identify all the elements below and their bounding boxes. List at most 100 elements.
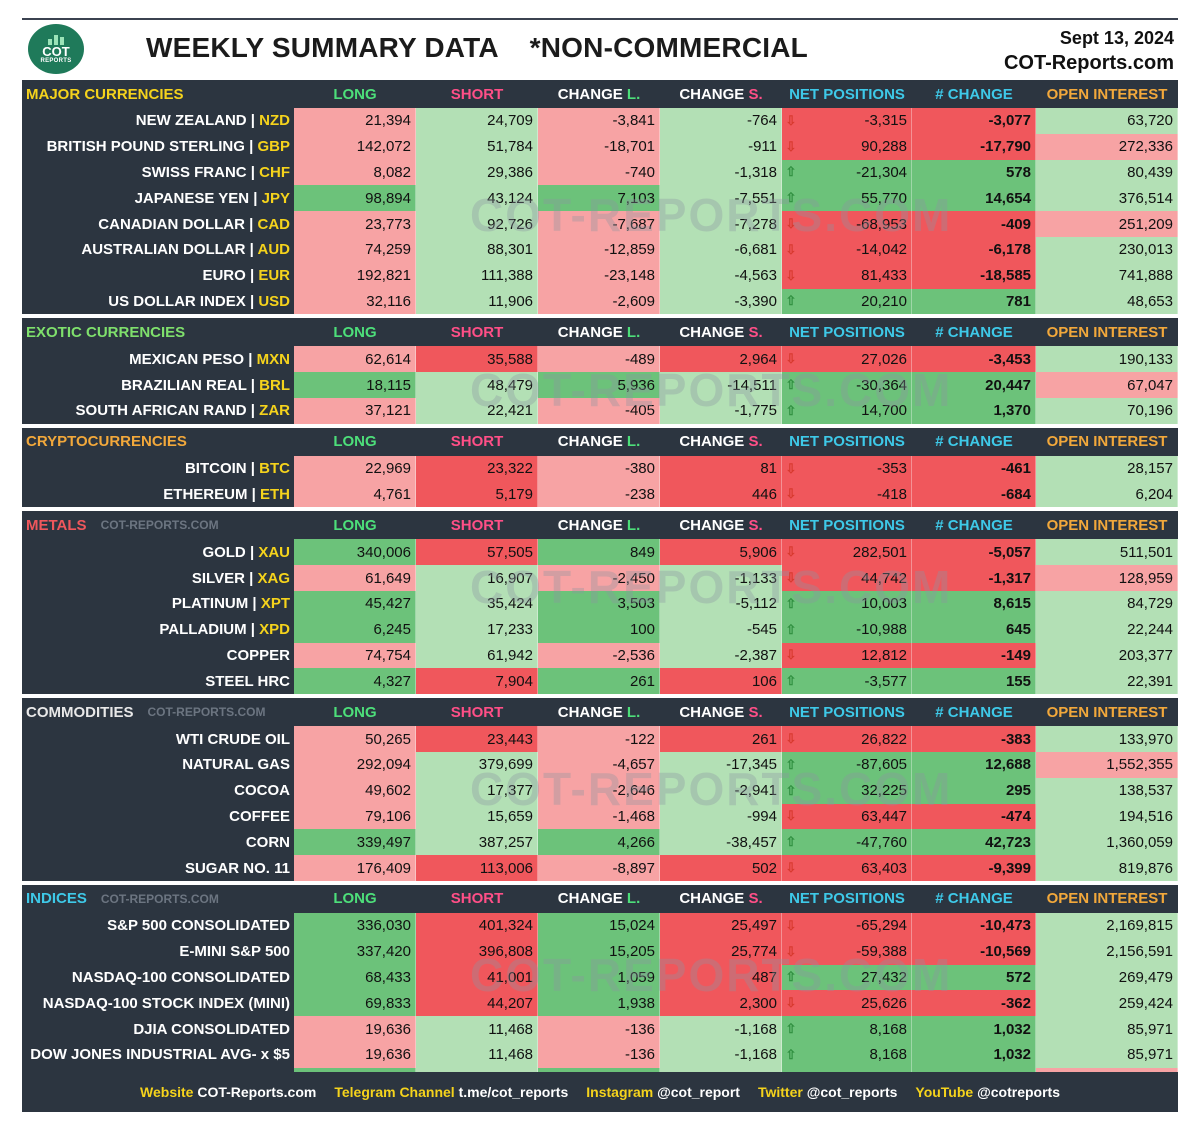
change-long-cell: 3,503 <box>538 590 660 617</box>
header-change-short: CHANGE S. <box>660 517 782 534</box>
net-positions-cell: ⇩ 25,626 <box>782 990 912 1017</box>
instrument-label: BRAZILIAN REAL <box>121 376 247 394</box>
instrument-name: NEW ZEALAND | NZD <box>22 112 294 129</box>
open-interest-cell: 741,888 <box>1036 262 1178 289</box>
cot-reports-logo: COT REPORTS <box>28 24 84 74</box>
logo-subtext: REPORTS <box>40 58 72 64</box>
change-cell: 12,688 <box>912 751 1036 778</box>
net-value: 81,433 <box>861 267 907 285</box>
long-cell: 37,121 <box>294 397 416 424</box>
long-cell: 50,265 <box>294 726 416 752</box>
net-value: -418 <box>876 485 907 503</box>
header-long: LONG <box>333 85 377 103</box>
instrument-code: ZAR <box>259 402 290 420</box>
arrow-down-icon: ⇩ <box>785 486 797 502</box>
section-title: MAJOR CURRENCIES <box>26 85 184 103</box>
footer-value: COT-Reports.com <box>197 1084 317 1100</box>
change-short-cell: 81 <box>660 455 782 482</box>
arrow-down-icon: ⇩ <box>785 138 797 154</box>
footer-item-twitter[interactable]: Twitter @cot_reports <box>758 1084 897 1100</box>
table-row: COCOA 49,602 17,377 -2,646 -2,941 ⇧ 32,225 295 1… <box>22 777 1178 804</box>
long-cell: 8,082 <box>294 159 416 186</box>
net-value: -3,315 <box>864 112 907 130</box>
change-long-cell: -23,148 <box>538 262 660 289</box>
short-cell: 111,388 <box>416 262 538 289</box>
change-long-cell: 1,059 <box>538 964 660 991</box>
section-header: MAJOR CURRENCIES LONG SHORT CHANGE L. CHANGE… <box>22 80 1178 108</box>
instrument-name: JAPANESE YEN | JPY <box>22 190 294 207</box>
short-cell: 88,301 <box>416 236 538 263</box>
net-value: -65,294 <box>856 917 907 935</box>
net-positions-cell: ⇩ -3,315 <box>782 108 912 134</box>
table-row: CORN 339,497 387,257 4,266 -38,457 ⇧ -47,760 42… <box>22 829 1178 856</box>
header-change-short: CHANGE S. <box>660 433 782 450</box>
instrument-label: COFFEE <box>229 807 290 825</box>
instrument-label: COPPER <box>226 646 290 664</box>
table-row: COFFEE 79,106 15,659 -1,468 -994 ⇩ 63,447 -474 1… <box>22 803 1178 830</box>
footer-label: YouTube <box>915 1084 978 1100</box>
instrument-label: CORN <box>245 833 290 851</box>
change-short-cell: -545 <box>660 616 782 643</box>
arrow-up-icon: ⇧ <box>785 621 797 637</box>
table-row: NASDAQ-100 STOCK INDEX (MINI) 69,833 44,20… <box>22 990 1178 1017</box>
instrument-name: AUSTRALIAN DOLLAR | AUD <box>22 241 294 258</box>
instrument-name: GOLD | XAU <box>22 544 294 561</box>
separator: | <box>248 595 261 613</box>
change-long-cell: 1,938 <box>538 990 660 1017</box>
footer-item-website[interactable]: Website COT-Reports.com <box>140 1084 316 1100</box>
instrument-name: SUGAR NO. 11 <box>22 860 294 877</box>
change-short-cell: -1,775 <box>660 397 782 424</box>
section-exotic-currencies: EXOTIC CURRENCIES LONG SHORT CHANGE L. CHANG… <box>22 318 1178 424</box>
footer-item-telegram-channel[interactable]: Telegram Channel t.me/cot_reports <box>334 1084 568 1100</box>
summary-table: MAJOR CURRENCIES LONG SHORT CHANGE L. CHANGE… <box>22 80 1178 1098</box>
net-value: 20,210 <box>861 292 907 310</box>
footer-value: @cot_report <box>657 1084 740 1100</box>
instrument-label: WTI CRUDE OIL <box>175 730 290 748</box>
net-positions-cell: ⇧ 8,168 <box>782 1016 912 1042</box>
footer-item-instagram[interactable]: Instagram @cot_report <box>586 1084 740 1100</box>
arrow-down-icon: ⇩ <box>785 860 797 876</box>
long-cell: 18,115 <box>294 372 416 398</box>
change-long-cell: -489 <box>538 346 660 373</box>
instrument-label: CANADIAN DOLLAR <box>98 215 245 233</box>
net-positions-cell: ⇩ -418 <box>782 481 912 508</box>
table-row: BRITISH POUND STERLING | GBP 142,072 51,78… <box>22 133 1178 160</box>
section-watermark: COT-REPORTS.COM <box>147 705 266 720</box>
arrow-down-icon: ⇩ <box>785 241 797 257</box>
separator: | <box>246 460 260 478</box>
open-interest-cell: 376,514 <box>1036 185 1178 212</box>
net-positions-cell: ⇩ 63,447 <box>782 803 912 830</box>
net-positions-cell: ⇩ 282,501 <box>782 539 912 566</box>
header-net-positions: NET POSITIONS <box>789 890 905 908</box>
instrument-label: PLATINUM <box>171 595 249 613</box>
instrument-name: SWISS FRANC | CHF <box>22 164 294 181</box>
short-cell: 43,124 <box>416 185 538 212</box>
short-cell: 22,421 <box>416 397 538 424</box>
long-cell: 19,636 <box>294 1041 416 1068</box>
change-short-cell: -911 <box>660 133 782 160</box>
header-suffix: S. <box>748 85 763 103</box>
change-long-cell: 100 <box>538 616 660 643</box>
instrument-label: NATURAL GAS <box>182 756 290 774</box>
instrument-name: BRITISH POUND STERLING | GBP <box>22 138 294 155</box>
change-short-cell: 502 <box>660 855 782 881</box>
instrument-label: S&P 500 CONSOLIDATED <box>107 917 290 935</box>
header-text: CHANGE <box>557 85 627 103</box>
change-short-cell: 2,300 <box>660 990 782 1017</box>
open-interest-cell: 70,196 <box>1036 397 1178 424</box>
net-positions-cell: ⇩ -68,953 <box>782 211 912 237</box>
change-long-cell: -2,646 <box>538 777 660 804</box>
footer-item-youtube[interactable]: YouTube @cotreports <box>915 1084 1060 1100</box>
net-positions-cell: ⇩ -14,042 <box>782 236 912 263</box>
arrow-up-icon: ⇧ <box>785 377 797 393</box>
change-long-cell: -380 <box>538 455 660 482</box>
instrument-label: NEW ZEALAND <box>135 112 247 130</box>
instrument-label: AUSTRALIAN DOLLAR <box>81 241 246 259</box>
arrow-down-icon: ⇩ <box>785 351 797 367</box>
short-cell: 11,468 <box>416 1016 538 1042</box>
header-suffix: L. <box>626 890 641 908</box>
header-suffix: S. <box>748 323 763 341</box>
long-cell: 4,761 <box>294 481 416 508</box>
header-net-positions: NET POSITIONS <box>789 703 905 721</box>
change-long-cell: -405 <box>538 397 660 424</box>
